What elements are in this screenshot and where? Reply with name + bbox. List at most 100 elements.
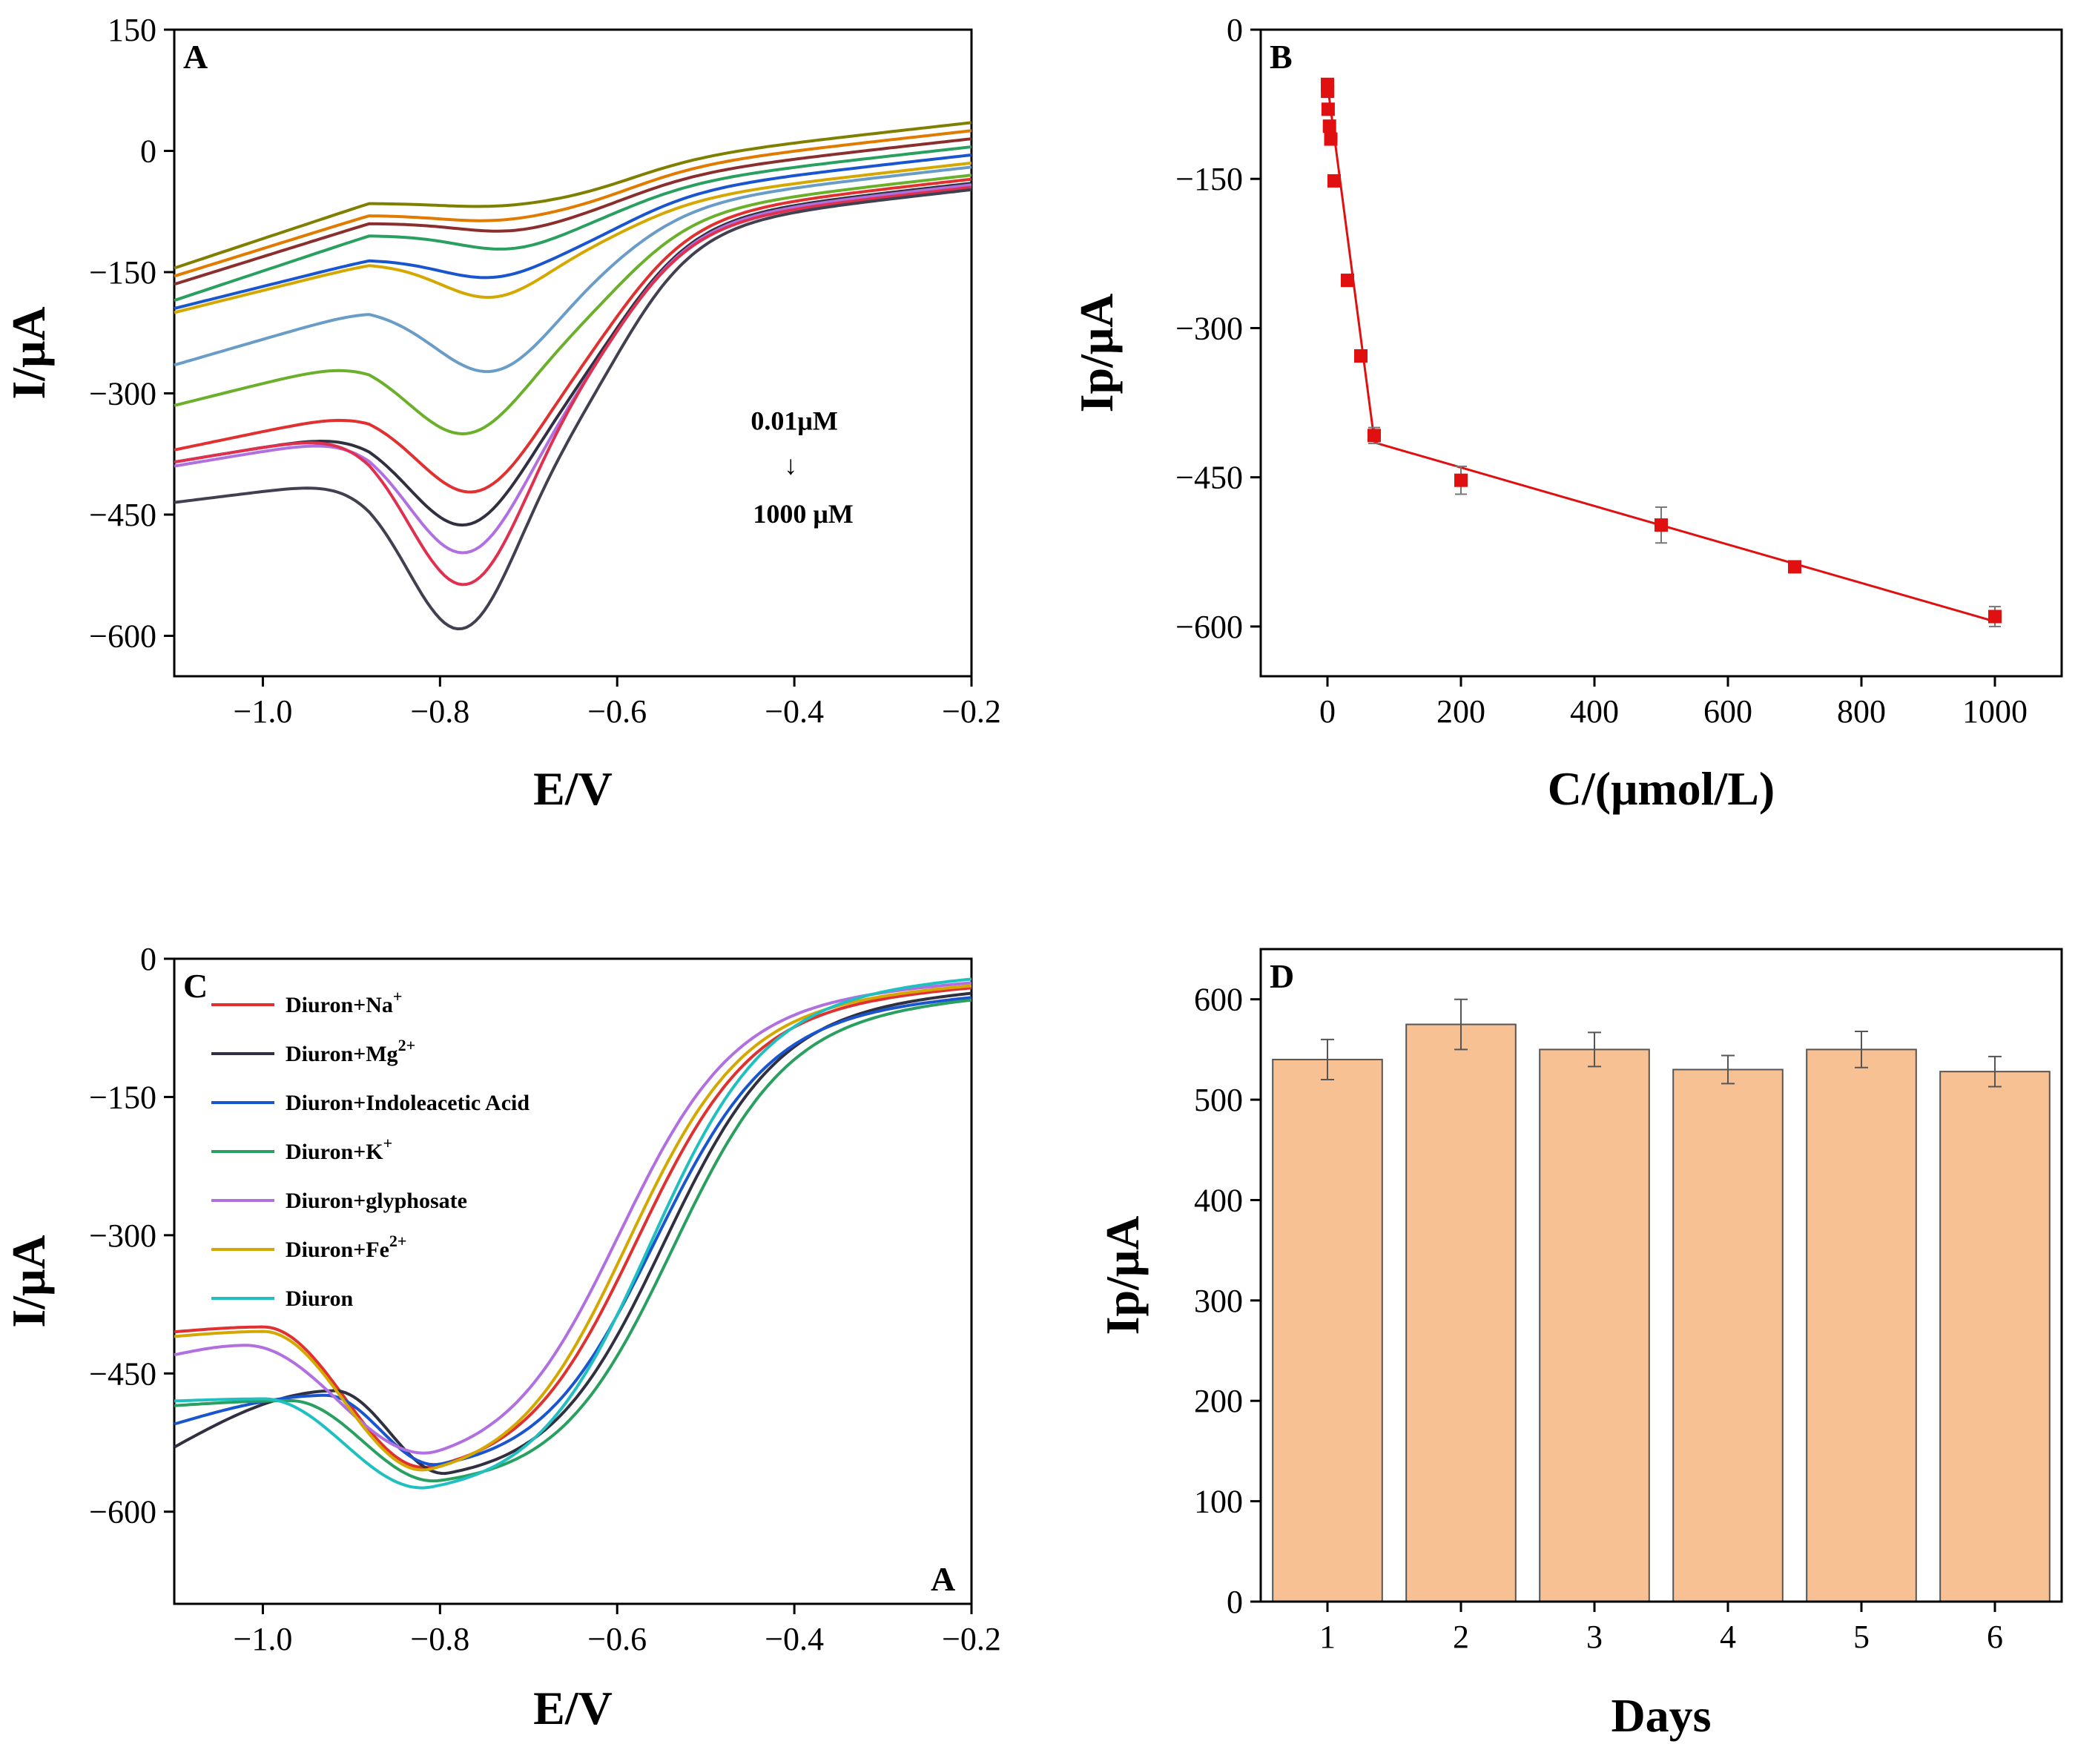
- data-point: [1788, 560, 1801, 574]
- cv-curve: [174, 137, 972, 286]
- legend-entry-superscript: +: [383, 1134, 393, 1152]
- legend-entry: Diuron+Fe2+: [286, 1232, 406, 1262]
- y-tick-label: 100: [1194, 1484, 1243, 1520]
- data-point: [1454, 473, 1468, 487]
- legend-entry: Diuron: [286, 1286, 353, 1311]
- legend-entry-superscript: 2+: [389, 1232, 407, 1250]
- legend-entry-text: Diuron+K: [286, 1140, 383, 1164]
- x-tick-label: −0.6: [587, 693, 647, 730]
- panel-label: B: [1270, 38, 1293, 76]
- panel-d-stability-bars: 1 2 3 4 5 6 0 100 200 300 400 500 600 Days Ip/μA D: [1096, 948, 2063, 1742]
- x-tick-label: 1: [1319, 1619, 1336, 1655]
- x-tick-label: 6: [1987, 1619, 2003, 1655]
- bar: [1806, 1048, 1917, 1602]
- data-point: [1321, 85, 1335, 99]
- fit-line: [1373, 441, 1996, 623]
- panel-label: A: [183, 38, 208, 76]
- panel-label: D: [1270, 957, 1294, 995]
- legend-entry-text: Diuron+glyphosate: [286, 1189, 467, 1213]
- legend-entry-text: Diuron+Na: [286, 993, 393, 1017]
- y-tick-label: 300: [1194, 1283, 1243, 1319]
- x-axis-label: C/(μmol/L): [1548, 762, 1775, 815]
- x-tick-label: 200: [1436, 693, 1485, 730]
- x-tick-label: −0.4: [765, 1621, 824, 1657]
- x-tick-label: −0.4: [765, 693, 824, 730]
- data-point: [1321, 102, 1335, 116]
- legend-entry: Diuron+Na+: [286, 987, 402, 1017]
- panel-b-calibration-curve: 0 200 400 600 800 1000 0 −150 −300 −450 −600 C/(μmo…: [1070, 12, 2063, 815]
- x-tick-label: 4: [1720, 1619, 1736, 1655]
- y-tick-label: 500: [1194, 1082, 1243, 1118]
- y-tick-label: −150: [89, 1079, 156, 1115]
- legend-entry: Diuron+K+: [286, 1134, 392, 1164]
- data-point: [1327, 174, 1341, 188]
- y-tick-label: 600: [1194, 982, 1243, 1018]
- cv-curve: [174, 165, 972, 374]
- cv-curve: [174, 121, 972, 270]
- bar: [1539, 1048, 1650, 1602]
- y-tick-label: 200: [1194, 1383, 1243, 1419]
- x-tick-label: 800: [1837, 693, 1886, 730]
- x-tick-label: −0.6: [587, 1621, 647, 1657]
- y-tick-label: −300: [1175, 310, 1243, 346]
- annotation-end: 1000 μM: [753, 499, 853, 529]
- y-axis-label: I/μA: [2, 1235, 55, 1327]
- x-tick-label: 600: [1703, 693, 1752, 730]
- y-tick-label: −600: [89, 1494, 156, 1530]
- cv-curve: [174, 177, 972, 494]
- plot-frame: [173, 957, 973, 1605]
- data-point: [1655, 518, 1668, 532]
- annotation-start: 0.01μM: [751, 406, 837, 436]
- bar: [1405, 1023, 1517, 1602]
- y-tick-label: −150: [1175, 161, 1243, 197]
- y-axis-label: Ip/μA: [1096, 1216, 1149, 1335]
- y-tick-label: 0: [1227, 12, 1243, 48]
- plot-frame: [173, 28, 973, 678]
- y-tick-label: −600: [1175, 609, 1243, 645]
- x-tick-label: 0: [1319, 693, 1336, 730]
- legend-entry-superscript: +: [393, 987, 403, 1005]
- y-tick-label: −600: [89, 618, 156, 655]
- plot-frame: [1259, 28, 2063, 678]
- cv-curve: [174, 161, 972, 314]
- cv-curve: [174, 153, 972, 310]
- x-tick-label: −1.0: [234, 693, 293, 730]
- y-tick-label: −450: [89, 1355, 156, 1392]
- x-tick-label: 3: [1586, 1619, 1603, 1655]
- y-tick-label: −300: [89, 376, 156, 412]
- cv-curve: [174, 174, 972, 436]
- panel-a-cv-concentration: −1.0 −0.8 −0.6 −0.4 −0.2 150 0 −150 −300 −450 −600…: [2, 12, 1001, 815]
- cv-curve: [174, 145, 972, 303]
- data-point: [1368, 429, 1381, 443]
- bar: [1939, 1071, 2051, 1602]
- data-point: [1341, 274, 1354, 288]
- legend-entry-text: Diuron+Mg: [286, 1042, 398, 1066]
- y-axis-label: I/μA: [2, 306, 55, 399]
- y-tick-label: −450: [89, 497, 156, 533]
- panel-c-interference-cv: −1.0 −0.8 −0.6 −0.4 −0.2 0 −150 −300 −450 −600 E/V…: [2, 941, 1001, 1734]
- annotation-arrow: ↓: [784, 451, 797, 480]
- legend-entry-text: Diuron+Indoleacetic Acid: [286, 1091, 530, 1115]
- legend-entry: Diuron+glyphosate: [286, 1189, 467, 1213]
- interference-cv-curve: [174, 998, 972, 1483]
- bar: [1672, 1068, 1784, 1602]
- x-axis-label: E/V: [533, 762, 613, 815]
- x-axis-label: Days: [1611, 1689, 1711, 1742]
- corner-label: A: [931, 1560, 955, 1598]
- legend-entry-text: Diuron: [286, 1286, 353, 1311]
- x-tick-label: 400: [1570, 693, 1619, 730]
- y-tick-label: 150: [108, 12, 156, 48]
- cv-curve: [174, 188, 972, 631]
- data-point: [1354, 349, 1368, 363]
- x-tick-label: −0.2: [942, 693, 1001, 730]
- cv-curve: [174, 185, 972, 587]
- y-tick-label: −300: [89, 1218, 156, 1254]
- x-axis-label: E/V: [533, 1682, 613, 1734]
- y-tick-label: 0: [140, 941, 156, 977]
- legend-entry-text: Diuron+Fe: [286, 1238, 389, 1262]
- legend-entry-superscript: 2+: [398, 1036, 416, 1054]
- interference-cv-curve: [174, 996, 972, 1467]
- y-tick-label: −150: [89, 254, 156, 291]
- y-tick-label: 400: [1194, 1182, 1243, 1218]
